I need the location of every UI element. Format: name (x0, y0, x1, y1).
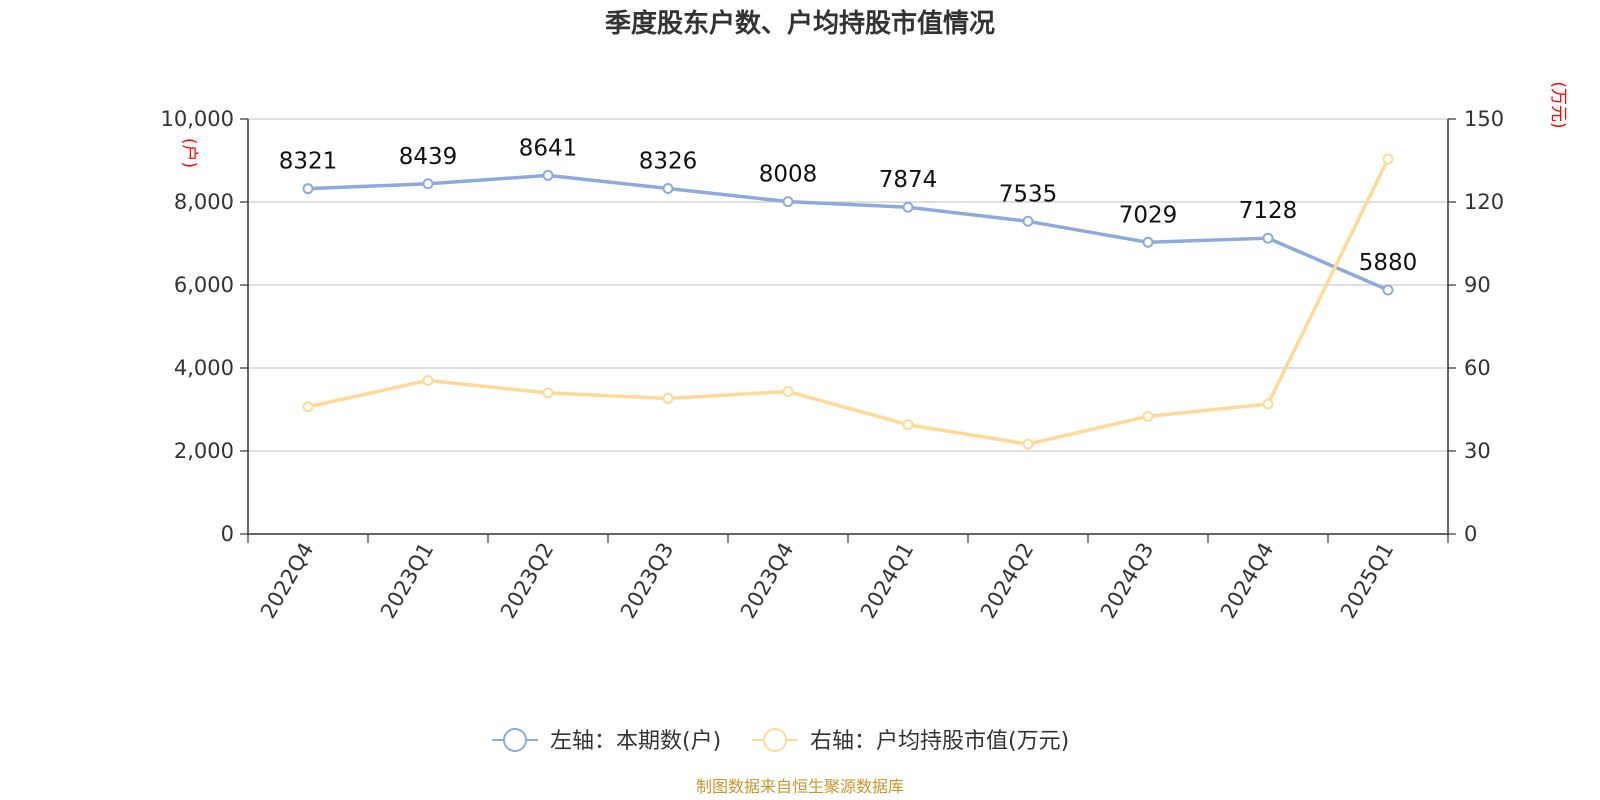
data-label: 7874 (879, 167, 938, 193)
series-point-2 (542, 387, 554, 399)
right-axis-tick-label: 30 (1464, 439, 1491, 463)
chart-title: 季度股东户数、户均持股市值情况 (605, 8, 995, 39)
right-axis-tick-label: 90 (1464, 273, 1491, 297)
series-point-2 (902, 419, 914, 431)
series-line-2 (307, 158, 1390, 446)
x-axis-tick-label: 2023Q3 (616, 539, 678, 623)
series-point-1 (422, 178, 434, 190)
data-label: 8321 (279, 149, 338, 175)
series-point-2 (1022, 438, 1034, 450)
x-axis-tick-label: 2025Q1 (1336, 539, 1398, 623)
x-axis-tick-label: 2023Q1 (376, 539, 438, 623)
left-axis-tick-label: 0 (221, 522, 234, 546)
right-axis-tick-label: 120 (1464, 190, 1504, 214)
series-point-1 (1382, 284, 1394, 296)
source-note: 制图数据来自恒生聚源数据库 (696, 777, 904, 796)
series-point-1 (1262, 232, 1274, 244)
data-label: 7535 (999, 181, 1058, 207)
left-axis-unit: (户) (179, 138, 199, 168)
series-point-2 (1262, 398, 1274, 410)
left-axis-tick-label: 4,000 (174, 356, 234, 380)
left-axis-tick-label: 10,000 (161, 107, 234, 131)
series-point-1 (302, 183, 314, 195)
series-point-1 (542, 169, 554, 181)
legend: 左轴：本期数(户) 右轴：户均持股市值(万元) (492, 728, 1069, 754)
data-label: 8439 (399, 144, 458, 170)
left-axis-tick-label: 2,000 (174, 439, 234, 463)
series-point-2 (302, 401, 314, 413)
right-axis-tick-label: 150 (1464, 107, 1504, 131)
data-label: 8326 (639, 148, 698, 174)
data-label: 7128 (1239, 198, 1298, 224)
right-axis-unit: (万元) (1548, 81, 1568, 128)
data-label: 7029 (1119, 202, 1178, 228)
data-label: 8008 (759, 162, 818, 188)
legend-label-1: 左轴：本期数(户) (550, 729, 721, 754)
x-axis-tick-label: 2022Q4 (256, 539, 318, 623)
x-axis-tick-label: 2024Q1 (856, 539, 918, 623)
series-point-2 (1142, 410, 1154, 422)
series-point-1 (1022, 215, 1034, 227)
series-point-1 (902, 201, 914, 213)
series-line-1 (307, 173, 1389, 292)
left-axis-tick-label: 6,000 (174, 273, 234, 297)
legend-marker-2 (763, 728, 787, 752)
series-point-2 (662, 392, 674, 404)
data-labels: 8321 8439 8641 8326 8008 7874 7535 7029 7128 5880 (279, 135, 1418, 276)
x-axis-tick-label: 2024Q4 (1216, 539, 1278, 623)
data-label: 8641 (519, 135, 578, 161)
left-axis-tick-label: 8,000 (174, 190, 234, 214)
data-label: 5880 (1359, 250, 1418, 276)
x-axis-tick-label: 2024Q3 (1096, 539, 1158, 623)
series-layer (302, 153, 1394, 450)
series-point-2 (422, 374, 434, 386)
series-point-2 (782, 386, 794, 398)
right-axis-tick-label: 60 (1464, 356, 1491, 380)
x-axis-tick-label: 2023Q4 (736, 539, 798, 623)
series-point-1 (1142, 236, 1154, 248)
legend-marker-1 (503, 728, 527, 752)
series-point-2 (1382, 153, 1394, 165)
series-point-1 (662, 182, 674, 194)
legend-label-2: 右轴：户均持股市值(万元) (810, 729, 1069, 754)
series-point-1 (782, 196, 794, 208)
axes: 0 2,000 4,000 6,000 8,000 10,000 0 30 60 90 120 150… (161, 107, 1505, 623)
grid-lines (248, 118, 1448, 452)
x-axis-tick-label: 2023Q2 (496, 539, 558, 623)
x-axis-tick-label: 2024Q2 (976, 539, 1038, 623)
right-axis-tick-label: 0 (1464, 522, 1477, 546)
